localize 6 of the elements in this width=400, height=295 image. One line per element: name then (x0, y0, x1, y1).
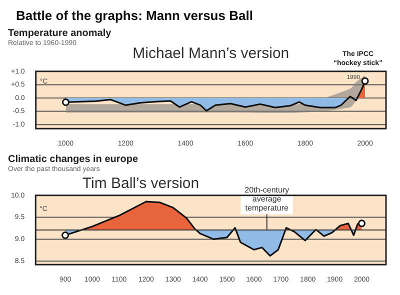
text: Michael Mann’s version (132, 45, 290, 62)
chart-title: Climatic changes in europe (8, 154, 138, 165)
ref-line-label: 20th-century average temperature (244, 186, 290, 213)
text: Battle of the graphs: Mann versus Ball (15, 8, 254, 25)
text: Tim Ball’s version (82, 175, 200, 192)
chart-title: Temperature anomaly (8, 28, 112, 39)
